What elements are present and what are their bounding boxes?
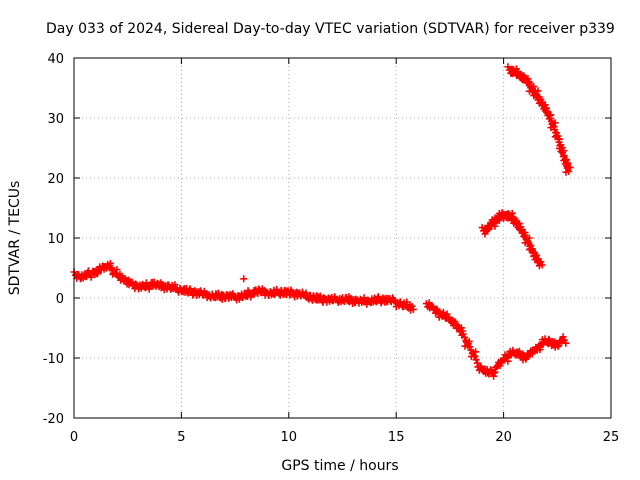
x-tick-label: 15: [388, 430, 405, 445]
y-tick-label: 0: [56, 292, 64, 307]
y-tick-label: -10: [43, 352, 64, 367]
data-point: [534, 258, 546, 270]
data-point: [551, 129, 563, 143]
series-1: [478, 209, 546, 270]
series-0: [70, 259, 570, 380]
x-tick-label: 10: [281, 430, 298, 445]
data-point: [562, 163, 574, 176]
x-tick-label: 25: [603, 430, 620, 445]
y-tick-label: 40: [47, 52, 64, 67]
y-axis-label: SDTVAR / TECUs: [7, 181, 23, 296]
x-tick-label: 0: [70, 430, 78, 445]
y-tick-label: 20: [47, 172, 64, 187]
y-tick-label: 30: [47, 112, 64, 127]
data-point: [240, 275, 248, 283]
x-axis-label: GPS time / hours: [281, 458, 398, 474]
data-point: [558, 333, 570, 347]
x-tick-label: 5: [177, 430, 185, 445]
chart-title: Day 033 of 2024, Sidereal Day-to-day VTE…: [46, 21, 615, 37]
series-2: [504, 63, 574, 176]
data-points: [70, 63, 574, 380]
axis-ticks: 0 5 10 15 20 25 -20 -10 0 10 20 30 40: [43, 52, 620, 445]
y-tick-label: -20: [43, 412, 64, 427]
data-point: [405, 302, 417, 314]
x-tick-label: 20: [495, 430, 512, 445]
y-tick-label: 10: [47, 232, 64, 247]
series-3: [240, 275, 248, 283]
